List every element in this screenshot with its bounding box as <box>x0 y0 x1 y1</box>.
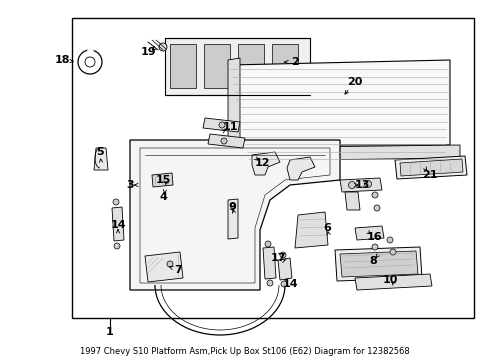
Polygon shape <box>339 251 417 277</box>
Bar <box>170 44 196 88</box>
Polygon shape <box>112 207 124 241</box>
Text: 5: 5 <box>96 147 103 157</box>
Polygon shape <box>94 148 108 170</box>
Polygon shape <box>227 199 238 239</box>
Polygon shape <box>394 156 466 179</box>
Circle shape <box>114 243 120 249</box>
Polygon shape <box>345 192 359 210</box>
Polygon shape <box>251 152 280 175</box>
Circle shape <box>264 241 270 247</box>
Bar <box>72 18 473 318</box>
Text: 19: 19 <box>140 47 156 57</box>
Text: 1: 1 <box>106 327 114 337</box>
Text: 4: 4 <box>159 192 166 202</box>
Polygon shape <box>227 58 240 158</box>
Text: 8: 8 <box>368 256 376 266</box>
Polygon shape <box>130 140 339 290</box>
Polygon shape <box>229 60 449 145</box>
Circle shape <box>167 261 173 267</box>
Circle shape <box>219 122 224 128</box>
Polygon shape <box>263 247 275 279</box>
Polygon shape <box>164 38 309 95</box>
Text: 12: 12 <box>254 158 269 168</box>
Text: 14: 14 <box>283 279 298 289</box>
Text: 17: 17 <box>270 253 285 263</box>
Circle shape <box>386 237 392 243</box>
Circle shape <box>221 138 226 144</box>
Polygon shape <box>354 274 431 290</box>
Polygon shape <box>354 226 383 240</box>
Text: 14: 14 <box>110 220 125 230</box>
Circle shape <box>389 249 395 255</box>
Text: 6: 6 <box>323 223 330 233</box>
Polygon shape <box>207 134 244 148</box>
Circle shape <box>280 252 285 258</box>
Polygon shape <box>334 247 421 281</box>
Text: 11: 11 <box>222 122 237 132</box>
Polygon shape <box>286 157 314 180</box>
Polygon shape <box>152 173 173 187</box>
Text: 10: 10 <box>382 275 397 285</box>
Polygon shape <box>278 258 291 280</box>
Circle shape <box>348 181 355 189</box>
Bar <box>203 44 229 88</box>
Circle shape <box>364 180 371 188</box>
Polygon shape <box>294 212 327 248</box>
Text: 3: 3 <box>126 180 134 190</box>
Circle shape <box>230 203 235 208</box>
Text: 18: 18 <box>54 55 70 65</box>
Text: 7: 7 <box>174 265 182 275</box>
Circle shape <box>371 192 377 198</box>
Polygon shape <box>229 145 459 161</box>
Polygon shape <box>145 252 183 282</box>
Text: 2: 2 <box>290 57 298 67</box>
Text: 16: 16 <box>366 232 382 242</box>
Text: 20: 20 <box>346 77 362 87</box>
Circle shape <box>113 199 119 205</box>
Bar <box>271 44 297 88</box>
Circle shape <box>266 280 272 286</box>
Circle shape <box>159 43 167 51</box>
Circle shape <box>281 281 286 287</box>
Text: 1997 Chevy S10 Platform Asm,Pick Up Box St106 (E62) Diagram for 12382568: 1997 Chevy S10 Platform Asm,Pick Up Box … <box>80 347 408 356</box>
Bar <box>238 44 264 88</box>
Polygon shape <box>339 178 381 192</box>
Text: 13: 13 <box>354 180 369 190</box>
Circle shape <box>373 205 379 211</box>
Text: 9: 9 <box>227 202 235 212</box>
Polygon shape <box>203 118 240 132</box>
Text: 21: 21 <box>421 170 437 180</box>
Circle shape <box>371 244 377 250</box>
Polygon shape <box>399 159 462 176</box>
Text: 15: 15 <box>155 175 170 185</box>
